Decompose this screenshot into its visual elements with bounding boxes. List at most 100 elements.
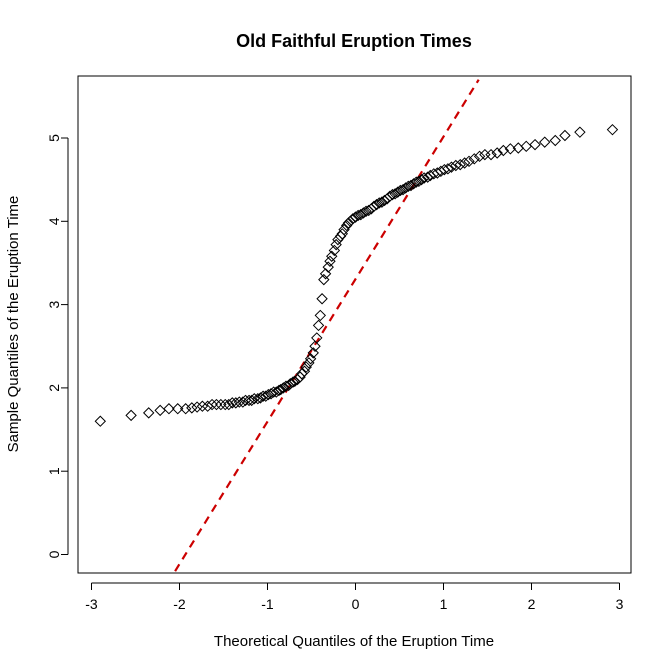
data-point bbox=[284, 378, 297, 390]
data-point bbox=[314, 309, 327, 322]
data-point bbox=[223, 398, 235, 411]
data-points bbox=[94, 123, 619, 427]
x-tick-label: -1 bbox=[261, 596, 274, 612]
data-point bbox=[384, 190, 396, 203]
x-tick-label: 0 bbox=[352, 596, 360, 612]
x-axis: -3 -2 -1 0 1 2 3 bbox=[85, 582, 624, 612]
data-point bbox=[352, 209, 364, 222]
data-point bbox=[196, 400, 209, 412]
data-point bbox=[186, 402, 198, 414]
data-point bbox=[307, 347, 319, 359]
data-point bbox=[389, 188, 401, 200]
data-point bbox=[215, 398, 227, 411]
x-tick-label: -3 bbox=[85, 596, 98, 612]
data-point bbox=[245, 394, 258, 407]
plot-area-border bbox=[77, 75, 632, 574]
y-tick-label: 5 bbox=[46, 134, 62, 142]
data-point bbox=[497, 144, 510, 157]
y-axis: 0 1 2 3 4 5 bbox=[46, 134, 69, 558]
data-point bbox=[154, 404, 166, 417]
x-tick-label: 1 bbox=[440, 596, 448, 612]
data-point bbox=[163, 403, 175, 415]
data-point bbox=[322, 261, 334, 273]
data-point bbox=[454, 158, 466, 171]
data-point bbox=[347, 213, 359, 225]
data-point bbox=[373, 197, 385, 209]
data-point bbox=[386, 188, 399, 201]
y-tick-label: 3 bbox=[46, 300, 62, 308]
data-point bbox=[260, 390, 272, 402]
data-point bbox=[191, 401, 203, 413]
data-point bbox=[463, 155, 475, 168]
data-point bbox=[311, 332, 323, 344]
data-point bbox=[485, 148, 497, 161]
data-point bbox=[328, 244, 341, 257]
data-point bbox=[340, 219, 353, 232]
data-point bbox=[316, 293, 328, 305]
x-tick-label: -2 bbox=[173, 596, 186, 612]
data-point bbox=[473, 150, 486, 163]
data-point bbox=[248, 393, 261, 405]
data-point bbox=[368, 200, 380, 213]
data-point bbox=[415, 173, 428, 186]
data-point bbox=[360, 205, 372, 218]
data-point bbox=[418, 172, 430, 184]
data-point bbox=[529, 138, 541, 151]
data-point bbox=[606, 123, 619, 136]
data-point bbox=[179, 403, 192, 415]
data-point bbox=[407, 178, 420, 190]
data-point bbox=[280, 380, 292, 392]
data-point bbox=[336, 228, 349, 240]
data-point bbox=[303, 357, 315, 369]
data-point bbox=[254, 392, 267, 404]
data-point bbox=[405, 179, 417, 192]
data-point bbox=[479, 148, 491, 161]
x-tick-label: 2 bbox=[528, 596, 536, 612]
data-point bbox=[270, 386, 283, 398]
data-point bbox=[392, 186, 404, 198]
data-point bbox=[125, 409, 137, 422]
data-point bbox=[357, 207, 370, 219]
data-point bbox=[338, 223, 350, 236]
data-point bbox=[319, 268, 332, 280]
data-point bbox=[330, 238, 342, 251]
x-tick-label: 3 bbox=[616, 596, 624, 612]
data-point bbox=[300, 361, 312, 373]
data-point bbox=[442, 163, 454, 175]
data-point bbox=[458, 157, 471, 169]
data-point bbox=[312, 319, 325, 332]
y-tick-label: 4 bbox=[46, 217, 62, 225]
data-point bbox=[394, 184, 407, 197]
data-point bbox=[324, 255, 336, 267]
data-point bbox=[334, 230, 347, 243]
data-point bbox=[355, 208, 367, 221]
data-point bbox=[94, 415, 107, 427]
reference-line-group bbox=[174, 79, 480, 572]
data-point bbox=[397, 183, 409, 196]
data-point bbox=[370, 198, 383, 211]
data-point bbox=[399, 182, 412, 194]
data-point bbox=[206, 398, 218, 411]
data-point bbox=[574, 126, 586, 138]
data-point bbox=[413, 175, 425, 188]
data-point bbox=[318, 273, 330, 286]
data-point bbox=[332, 233, 344, 246]
y-tick-label: 2 bbox=[46, 384, 62, 392]
data-point bbox=[349, 211, 362, 223]
y-tick-label: 1 bbox=[46, 467, 62, 475]
data-point bbox=[273, 384, 285, 397]
data-point bbox=[142, 407, 155, 419]
reference-line bbox=[174, 79, 480, 572]
x-axis-label: Theoretical Quantiles of the Eruption Ti… bbox=[214, 633, 494, 650]
data-point bbox=[265, 388, 277, 400]
data-point bbox=[309, 340, 321, 352]
data-point bbox=[410, 176, 422, 188]
data-point bbox=[468, 153, 481, 165]
data-point bbox=[376, 196, 388, 208]
data-point bbox=[233, 396, 246, 408]
y-axis-label: Sample Quantiles of the Eruption Time bbox=[5, 196, 22, 453]
data-point bbox=[559, 129, 571, 142]
data-point bbox=[402, 180, 415, 193]
